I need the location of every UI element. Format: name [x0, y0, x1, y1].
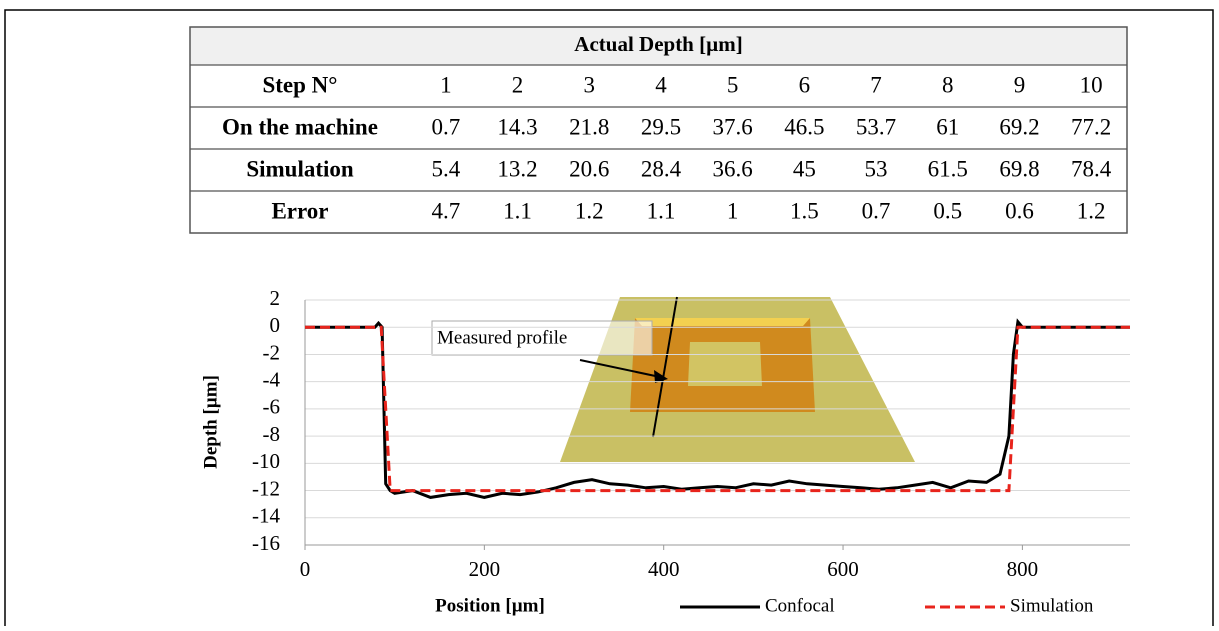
y-tick-label: -2	[263, 340, 281, 364]
cell: 1	[727, 198, 739, 223]
frame	[5, 10, 1213, 626]
cell: 6	[799, 72, 811, 97]
x-tick-label: 400	[648, 557, 680, 581]
x-axis-label: Position [µm]	[435, 595, 545, 616]
y-axis-label: Depth [µm]	[200, 375, 221, 469]
figure: Actual Depth [µm]Step N°12345678910On th…	[0, 0, 1219, 626]
cell: 28.4	[641, 156, 682, 181]
y-tick-label: 0	[270, 313, 281, 337]
cell: 4.7	[431, 198, 460, 223]
x-tick-label: 600	[827, 557, 859, 581]
cell: 1.5	[790, 198, 819, 223]
cell: 1.2	[575, 198, 604, 223]
cell: 1.2	[1077, 198, 1106, 223]
legend-label: Confocal	[765, 595, 835, 616]
cell: 5.4	[431, 156, 460, 181]
row-label: Error	[271, 198, 328, 223]
cell: 9	[1014, 72, 1026, 97]
cell: 69.2	[999, 114, 1039, 139]
cell: 7	[870, 72, 882, 97]
cell: 2	[512, 72, 524, 97]
row-label: Step N°	[262, 72, 337, 97]
pocket-island	[688, 342, 762, 386]
table-title: Actual Depth [µm]	[574, 32, 742, 56]
y-tick-label: 2	[270, 286, 281, 310]
cell: 5	[727, 72, 739, 97]
y-tick-label: -8	[263, 422, 281, 446]
row-label: Simulation	[246, 156, 354, 181]
cell: 37.6	[713, 114, 753, 139]
pocket-wall	[635, 318, 810, 326]
cell: 61.5	[928, 156, 968, 181]
legend-label: Simulation	[1010, 595, 1094, 616]
y-tick-label: -6	[263, 395, 281, 419]
cell: 20.6	[569, 156, 609, 181]
cell: 77.2	[1071, 114, 1111, 139]
cell: 0.7	[431, 114, 460, 139]
cell: 1	[440, 72, 452, 97]
y-tick-label: -14	[252, 504, 280, 528]
row-label: On the machine	[222, 114, 378, 139]
y-tick-label: -12	[252, 476, 280, 500]
cell: 53	[865, 156, 888, 181]
cell: 46.5	[784, 114, 824, 139]
annotation: Measured profile	[437, 327, 567, 348]
y-tick-label: -16	[252, 531, 280, 555]
cell: 61	[936, 114, 959, 139]
cell: 36.6	[713, 156, 753, 181]
cell: 14.3	[497, 114, 537, 139]
cell: 13.2	[497, 156, 537, 181]
cell: 69.8	[999, 156, 1039, 181]
cell: 78.4	[1071, 156, 1112, 181]
y-tick-label: -4	[263, 367, 281, 391]
cell: 45	[793, 156, 816, 181]
cell: 53.7	[856, 114, 896, 139]
cell: 21.8	[569, 114, 609, 139]
cell: 8	[942, 72, 954, 97]
x-tick-label: 800	[1007, 557, 1039, 581]
cell: 4	[655, 72, 667, 97]
cell: 29.5	[641, 114, 681, 139]
cell: 3	[584, 72, 596, 97]
cell: 0.5	[933, 198, 962, 223]
cell: 1.1	[503, 198, 532, 223]
cell: 1.1	[647, 198, 676, 223]
page: Actual Depth [µm]Step N°12345678910On th…	[0, 0, 1219, 626]
cell: 0.6	[1005, 198, 1034, 223]
cell: 10	[1080, 72, 1103, 97]
x-tick-label: 200	[469, 557, 501, 581]
cell: 0.7	[862, 198, 891, 223]
inset-image	[432, 297, 915, 462]
y-tick-label: -10	[252, 449, 280, 473]
x-tick-label: 0	[300, 557, 311, 581]
